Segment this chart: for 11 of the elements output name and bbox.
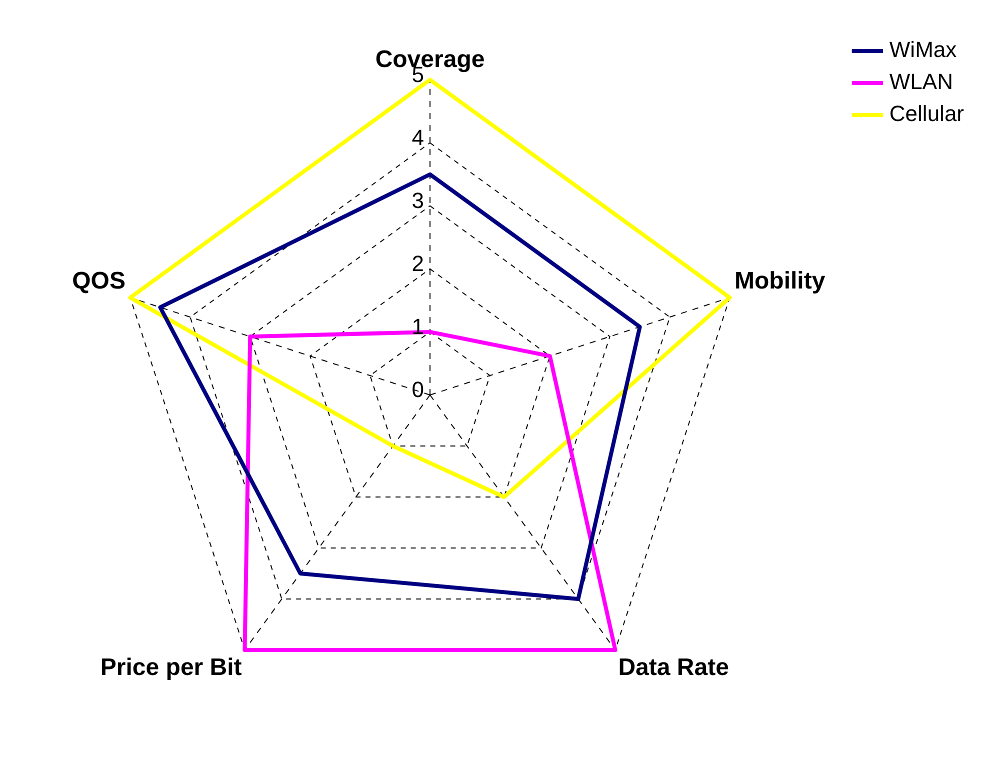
legend-label: Cellular	[889, 101, 964, 126]
y-tick-label: 3	[412, 188, 424, 213]
spoke-label: Price per Bit	[100, 654, 242, 682]
y-tick-label: 4	[412, 124, 424, 150]
spoke-label: Mobility	[734, 267, 826, 294]
y-tick-label: 0	[412, 377, 424, 402]
legend-label: WLAN	[889, 69, 953, 94]
legend-label: WiMax	[889, 37, 957, 62]
y-tick-label: 2	[412, 250, 424, 276]
spoke-label: QOS	[72, 267, 126, 294]
spoke-label: Data Rate	[618, 654, 729, 682]
